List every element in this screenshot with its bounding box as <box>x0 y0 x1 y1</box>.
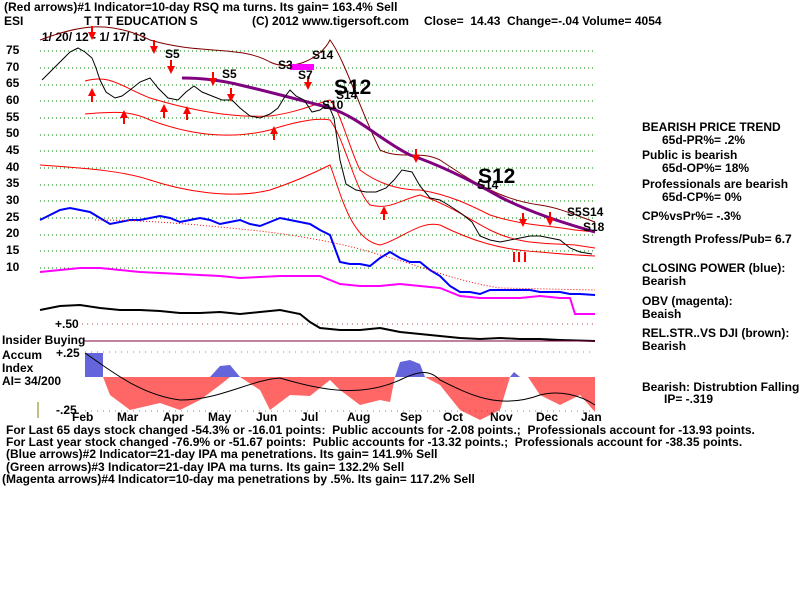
price-line <box>41 47 593 255</box>
y-tick: 65 <box>6 76 20 90</box>
footer-line-5: (Magenta arrows)#4 Indicator=10-day ma p… <box>2 472 475 486</box>
signal-label-large: S12 <box>334 76 372 99</box>
signal-label: S5 <box>222 67 237 81</box>
signal-label: S14 <box>582 205 604 219</box>
signal-label: S7 <box>298 68 313 82</box>
y-tick: 50 <box>6 126 20 140</box>
y-tick: 20 <box>6 226 20 240</box>
signal-label: S14 <box>336 88 358 102</box>
relstr-value: Bearish <box>642 339 687 353</box>
month-label: Aug <box>347 410 371 424</box>
footer-line-4: (Green arrows)#3 Indicator=21-day IPA ma… <box>6 460 405 474</box>
month-label: Nov <box>490 410 513 424</box>
signal-label: S14 <box>477 178 499 192</box>
signal-label: S5 <box>567 205 582 219</box>
month-label: Apr <box>163 410 184 424</box>
accum-upper: +.25 <box>56 346 80 360</box>
y-tick: 15 <box>6 243 20 257</box>
month-label: Dec <box>536 410 559 424</box>
closing-power-label: CLOSING POWER (blue): <box>642 261 786 275</box>
insider-buying-label: Insider Buying <box>2 333 86 347</box>
obv-label: OBV (magenta): <box>642 294 733 308</box>
quote-info: Close= 14.43 Change=-.04 Volume= 4054 <box>424 14 662 28</box>
accum-lower: -.25 <box>56 403 77 417</box>
cp-vs-pr: CP%vsPr%= -.3% <box>642 209 742 223</box>
index-label: Index <box>2 361 34 375</box>
footer-line-3: (Blue arrows)#2 Indicator=21-day IPA ma … <box>6 447 438 461</box>
y-tick: 40 <box>6 160 20 174</box>
ma65-line <box>181 76 596 234</box>
copyright: (C) 2012 www.tigersoft.com <box>252 14 409 28</box>
closing-power-line <box>39 206 596 296</box>
footer-line-2: For Last year stock changed -76.9% or -5… <box>6 435 743 449</box>
obv-value: Beaish <box>642 307 682 321</box>
middle-band <box>84 111 596 249</box>
upper-band <box>84 78 596 233</box>
accum-label: Accum <box>2 348 43 362</box>
obv-line <box>39 267 595 315</box>
y-tick: 35 <box>6 176 20 190</box>
month-label: Sep <box>400 410 423 424</box>
closing-power-value: Bearish <box>642 274 687 288</box>
company-name: T T T EDUCATION S <box>84 14 198 28</box>
lower-band <box>39 164 596 257</box>
month-label: Oct <box>443 410 464 424</box>
distribution-status: Bearish: Distrubtion Falling. <box>642 380 800 394</box>
signal-label: S14 <box>312 48 334 62</box>
ticker: ESI <box>4 14 24 28</box>
signal-arrows <box>88 26 554 262</box>
month-label: Feb <box>72 410 94 424</box>
professionals-status: Professionals are bearish <box>642 177 789 191</box>
y-tick: 75 <box>6 43 20 57</box>
signal-label: S3 <box>278 58 293 72</box>
ai-value: AI= 34/200 <box>2 374 62 388</box>
cp-value: 65d-CP%= 0% <box>662 190 742 204</box>
magenta-signal <box>290 64 314 70</box>
y-tick: 70 <box>6 60 20 74</box>
grid <box>40 50 595 269</box>
indicator1-text: (Red arrows)#1 Indicator=10-day RSQ ma t… <box>4 0 398 14</box>
signal-label-large: S12 <box>478 165 516 188</box>
y-tick: 55 <box>6 110 20 124</box>
month-label: Jun <box>256 410 278 424</box>
rel-str-level: +.50 <box>55 317 79 331</box>
op-value: 65d-OP%= 18% <box>662 161 750 175</box>
ip-value: IP= -.319 <box>664 392 714 406</box>
rel-str-line <box>39 303 596 342</box>
signal-label: S5 <box>165 47 180 61</box>
y-tick: 45 <box>6 143 20 157</box>
accum-index <box>84 352 596 420</box>
pr-value: 65d-PR%= .2% <box>662 133 746 147</box>
relstr-label: REL.STR..VS DJI (brown): <box>642 326 790 340</box>
footer-line-1: For Last 65 days stock changed -54.3% or… <box>6 423 755 437</box>
y-tick: 25 <box>6 210 20 224</box>
y-tick: 30 <box>6 193 20 207</box>
trend-title: BEARISH PRICE TREND <box>642 120 781 134</box>
public-status: Public is bearish <box>642 148 738 162</box>
month-label: May <box>208 410 232 424</box>
y-tick: 10 <box>6 260 20 274</box>
signal-label: S10 <box>322 98 344 112</box>
month-label: Jan <box>581 410 602 424</box>
y-tick: 60 <box>6 93 20 107</box>
month-label: Mar <box>117 410 139 424</box>
month-label: Jul <box>301 410 319 424</box>
signal-label: S18 <box>583 220 605 234</box>
strength-ratio: Strength Profess/Pub= 6.7 <box>642 232 792 246</box>
